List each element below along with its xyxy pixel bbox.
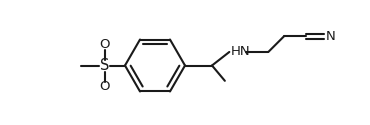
Text: O: O xyxy=(100,80,110,93)
Text: O: O xyxy=(100,38,110,51)
Text: S: S xyxy=(100,58,110,73)
Text: HN: HN xyxy=(231,46,250,59)
Text: N: N xyxy=(326,30,336,43)
